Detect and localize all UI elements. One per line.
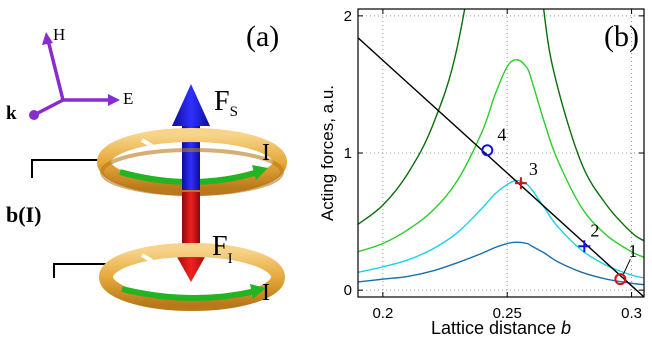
- current-label-top: I: [262, 140, 270, 166]
- force-down-arrow: [172, 192, 210, 282]
- e-axis-label: E: [123, 89, 133, 108]
- x-axis-label: Lattice distance b: [431, 318, 571, 338]
- y-tick-label: 1: [344, 145, 352, 162]
- distance-label: b(I): [6, 202, 41, 227]
- force-i-label: FI: [212, 231, 233, 267]
- series-line-5: [358, 37, 644, 297]
- marker-label-1: 1: [628, 241, 637, 261]
- h-axis-arrow: [46, 39, 65, 101]
- x-tick-label: 0.2: [372, 305, 393, 322]
- marker-label-2: 2: [590, 220, 599, 240]
- series-line-2: [358, 59, 644, 258]
- k-axis-dot: [29, 110, 39, 120]
- marker-label-4: 4: [497, 124, 506, 144]
- y-tick-label: 2: [344, 8, 352, 25]
- y-axis-label: Acting forces, a.u.: [318, 85, 337, 221]
- x-tick-label: 0.25: [493, 305, 522, 322]
- marker-point-4: [481, 144, 494, 157]
- lattice-lines: [31, 159, 106, 278]
- marker-label-3: 3: [529, 159, 538, 179]
- panel-a: (a) H E k: [6, 20, 287, 311]
- series-line-4: [358, 241, 644, 286]
- h-axis-label: H: [53, 25, 65, 44]
- series-line-3: [358, 179, 644, 279]
- marker-point-3: [514, 177, 527, 190]
- plot-overlay: 1 2 3 4: [497, 124, 637, 275]
- marker-point-2: [578, 240, 591, 253]
- plot-area: [358, 9, 644, 297]
- series-line-1: [358, 9, 644, 242]
- marker-leader-1: [622, 258, 631, 275]
- x-tick-label: 0.3: [621, 305, 642, 322]
- axes-triad: [29, 32, 120, 120]
- bottom-current-arrow: [121, 286, 257, 301]
- k-axis-arrow: [35, 98, 64, 116]
- plot-frame: [357, 8, 645, 298]
- panel-b-label: (b): [604, 20, 639, 53]
- marker-point-1: [614, 273, 627, 286]
- y-tick-label: 0: [344, 282, 352, 299]
- panel-a-label: (a): [246, 20, 279, 53]
- k-axis-label: k: [6, 103, 17, 124]
- bottom-ring: [99, 243, 285, 311]
- panel-b: 1 2 3 4 (b) Acting forces, a.u. Lattice dis…: [318, 8, 645, 338]
- force-s-label: FS: [214, 86, 238, 120]
- current-label-bottom: I: [262, 280, 270, 306]
